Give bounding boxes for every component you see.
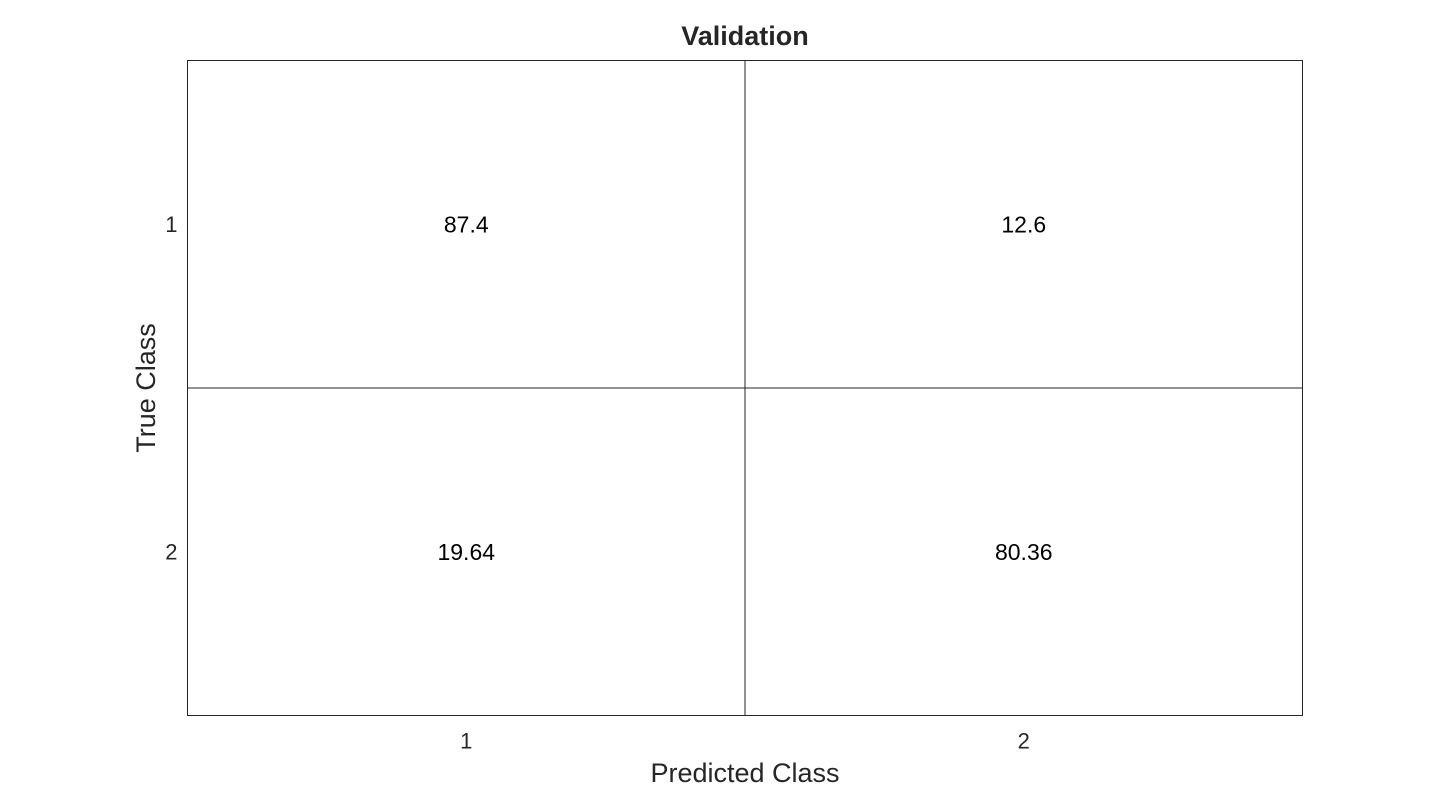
cell-value-r1-c1: 87.4 xyxy=(444,211,489,237)
cell-value-r2-c1: 19.64 xyxy=(437,539,495,565)
matrix-cell-r2-c2 xyxy=(745,388,1303,716)
y-tick-label: 2 xyxy=(165,539,177,564)
matrix-cells xyxy=(187,60,1303,716)
y-tick-label: 1 xyxy=(165,212,177,237)
x-axis-label: Predicted Class xyxy=(650,758,839,788)
matrix-cell-r2-c1 xyxy=(187,388,745,716)
matrix-cell-r1-c1 xyxy=(187,60,745,388)
cell-value-r1-c2: 12.6 xyxy=(1001,211,1046,237)
cell-value-r2-c2: 80.36 xyxy=(995,539,1053,565)
x-tick-label: 1 xyxy=(460,729,472,754)
y-tick-labels: 12 xyxy=(165,212,177,565)
matrix-cell-r1-c2 xyxy=(745,60,1303,388)
chart-title: Validation xyxy=(681,21,809,51)
matrix-cell-labels: 87.4 12.6 19.64 80.36 xyxy=(437,211,1052,565)
x-tick-label: 2 xyxy=(1018,729,1030,754)
y-axis-label: True Class xyxy=(131,323,161,453)
